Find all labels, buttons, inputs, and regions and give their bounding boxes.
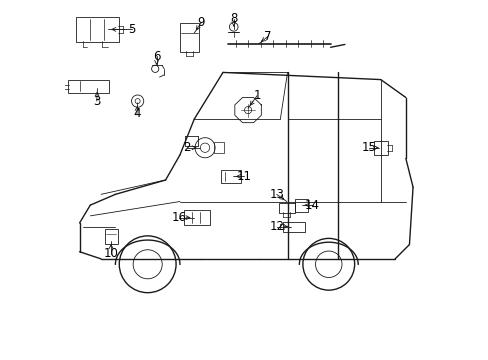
Text: 8: 8	[229, 12, 237, 25]
Text: 13: 13	[269, 188, 284, 201]
Text: 14: 14	[305, 199, 320, 212]
Text: 11: 11	[237, 170, 251, 183]
Text: 4: 4	[133, 107, 141, 120]
Text: 10: 10	[103, 247, 118, 260]
Text: 9: 9	[197, 16, 205, 29]
Text: 12: 12	[269, 220, 284, 233]
Text: 7: 7	[264, 30, 271, 43]
Text: 15: 15	[361, 141, 376, 154]
Text: 16: 16	[171, 211, 186, 224]
Text: 1: 1	[253, 89, 260, 102]
Text: 2: 2	[183, 141, 190, 154]
Text: 5: 5	[127, 23, 135, 36]
Text: 6: 6	[153, 50, 160, 63]
Text: 3: 3	[93, 95, 100, 108]
